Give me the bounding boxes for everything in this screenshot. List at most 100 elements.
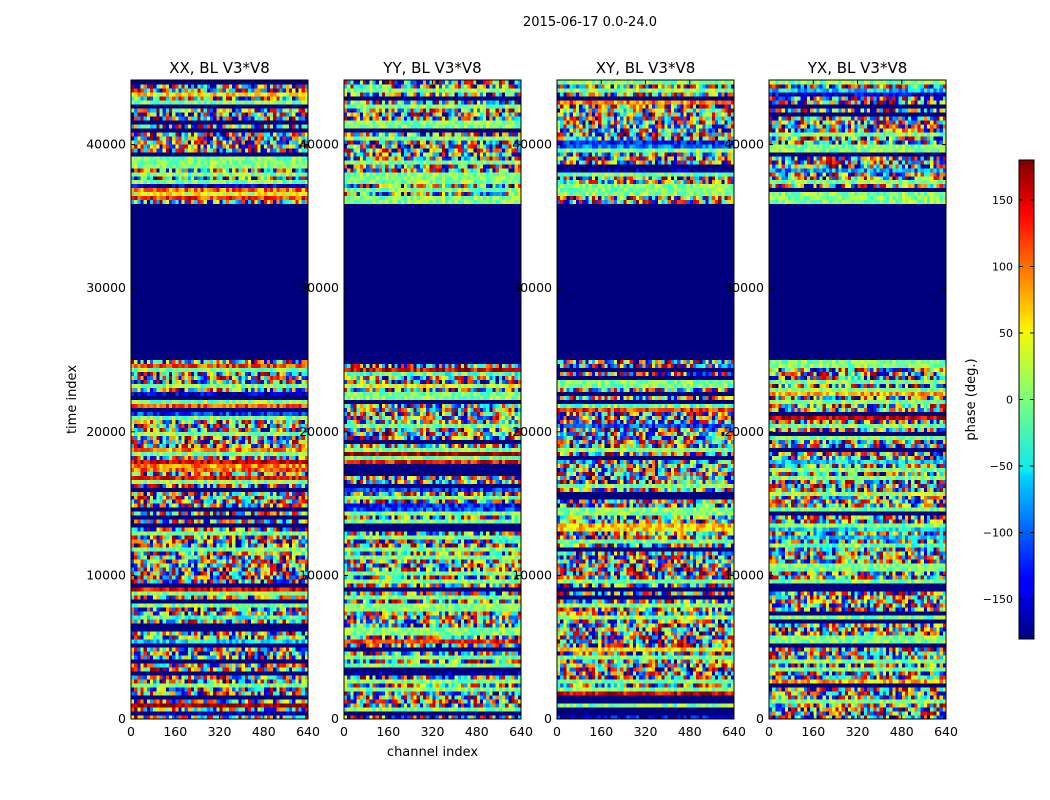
heatmap-cell [242,515,246,519]
heatmap-cell [150,631,154,635]
heatmap-cell [144,439,148,443]
heatmap-cell [213,515,217,519]
heatmap-cell [163,635,167,639]
heatmap-cell [182,400,186,404]
heatmap-cell [131,663,135,667]
heatmap-cell [134,384,138,388]
heatmap-cell [289,535,293,539]
heatmap-cell [137,615,141,619]
heatmap-cell [280,635,284,639]
heatmap-cell [232,643,236,647]
heatmap-cell [175,483,179,487]
heatmap-cell [264,499,268,503]
heatmap-cell [188,411,192,415]
heatmap-cell [201,451,205,455]
heatmap-cell [254,675,258,679]
heatmap-cell [270,691,274,695]
heatmap-cell [257,380,261,384]
heatmap-cell [182,535,186,539]
heatmap-cell [216,667,220,671]
heatmap-cell [131,455,135,459]
heatmap-cell [261,631,265,635]
heatmap-cell [163,575,167,579]
heatmap-cell [172,523,176,527]
heatmap-cell [147,619,151,623]
heatmap-cell [156,407,160,411]
heatmap-cell [226,388,230,392]
heatmap-cell [140,503,144,507]
heatmap-cell [185,435,189,439]
heatmap-cell [220,659,224,663]
heatmap-cell [169,503,173,507]
heatmap-cell [295,479,299,483]
heatmap-cell [292,691,296,695]
heatmap-cell [175,455,179,459]
heatmap-cell [147,543,151,547]
heatmap-cell [213,667,217,671]
heatmap-cell [159,571,163,575]
heatmap-cell [245,687,249,691]
heatmap-cell [185,551,189,555]
heatmap-cell [153,623,157,627]
heatmap-cell [207,699,211,703]
heatmap-cell [204,683,208,687]
heatmap-cell [248,471,252,475]
heatmap-cell [286,619,290,623]
heatmap-cell [299,547,303,551]
heatmap-cell [242,535,246,539]
heatmap-cell [292,388,296,392]
heatmap-cell [191,479,195,483]
heatmap-cell [163,491,167,495]
heatmap-cell [137,491,141,495]
heatmap-cell [137,579,141,583]
heatmap-cell [134,400,138,404]
heatmap-cell [207,527,211,531]
heatmap-cell [261,403,265,407]
heatmap-cell [273,364,277,368]
heatmap-cell [226,368,230,372]
heatmap-cell [254,519,258,523]
heatmap-cell [188,707,192,711]
heatmap-cell [254,507,258,511]
heatmap-cell [245,639,249,643]
heatmap-cell [182,368,186,372]
heatmap-cell [188,364,192,368]
heatmap-cell [216,599,220,603]
heatmap-cell [159,495,163,499]
heatmap-cell [172,396,176,400]
heatmap-cell [299,611,303,615]
heatmap-cell [185,627,189,631]
heatmap-cell [147,535,151,539]
heatmap-cell [292,459,296,463]
heatmap-cell [188,499,192,503]
heatmap-cell [232,631,236,635]
heatmap-cell [280,515,284,519]
heatmap-cell [163,535,167,539]
heatmap-cell [201,507,205,511]
heatmap-cell [213,407,217,411]
heatmap-cell [283,711,287,715]
heatmap-cell [204,651,208,655]
heatmap-cell [267,475,271,479]
heatmap-cell [144,635,148,639]
heatmap-cell [261,479,265,483]
heatmap-cell [245,392,249,396]
heatmap-cell [210,535,214,539]
heatmap-cell [220,695,224,699]
heatmap-cell [169,487,173,491]
heatmap-cell [289,447,293,451]
heatmap-cell [131,531,135,535]
heatmap-cell [166,455,170,459]
heatmap-cell [286,463,290,467]
heatmap-cell [248,683,252,687]
heatmap-cell [245,451,249,455]
heatmap-cell [264,459,268,463]
heatmap-cell [172,695,176,699]
heatmap-cell [140,631,144,635]
heatmap-cell [232,651,236,655]
heatmap-cell [178,407,182,411]
heatmap-cell [270,567,274,571]
heatmap-cell [175,599,179,603]
heatmap-cell [254,695,258,699]
